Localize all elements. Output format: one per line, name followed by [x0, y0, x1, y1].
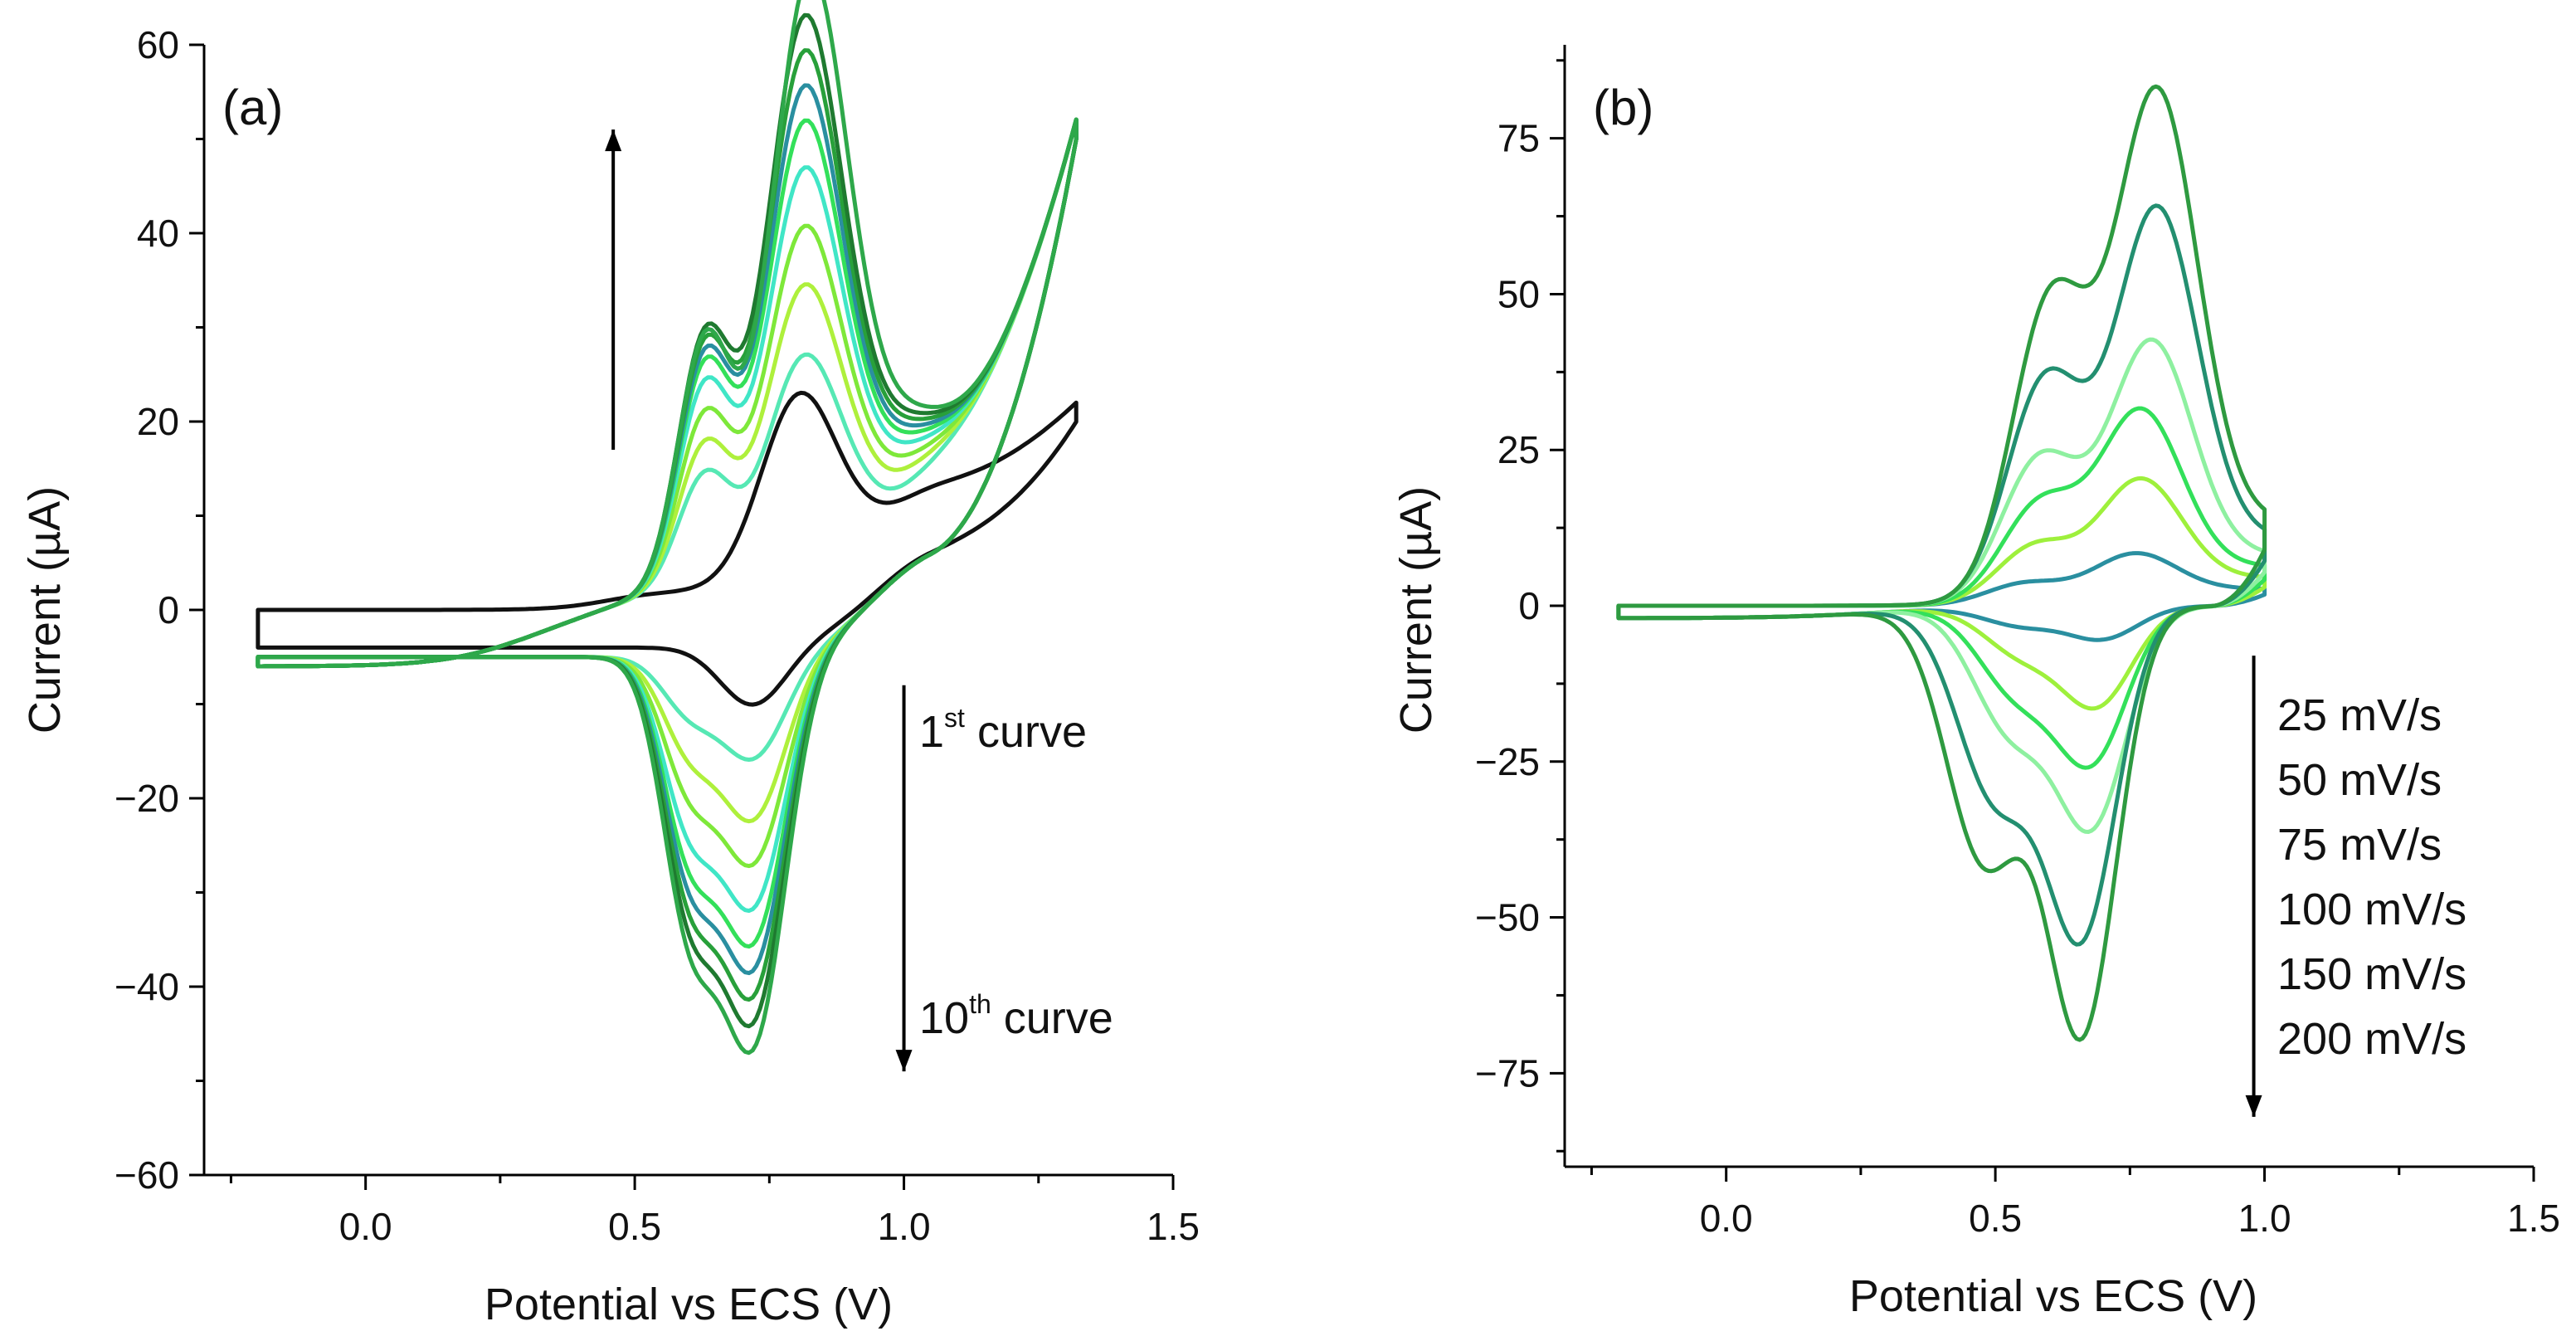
first-curve-annotation-sup: st	[944, 703, 965, 733]
panel-b-y-tick-label: −75	[1475, 1051, 1540, 1095]
legend-label-100: 100 mV/s	[2277, 885, 2466, 934]
panel-a-x-axis-label: Potential vs ECS (V)	[485, 1280, 893, 1329]
panel-b-x-tick-label: 0.0	[1700, 1197, 1753, 1240]
scan-rate-arrow-down	[2245, 656, 2262, 1117]
panel-a-y-tick-label: 40	[137, 212, 179, 255]
panel-a-y-tick-label: −40	[114, 965, 179, 1008]
first-curve-annotation-base: 1	[919, 707, 944, 757]
panel-b-series-3	[1616, 406, 2267, 770]
panel-b-arrows	[2245, 656, 2262, 1117]
panel-b-y-tick-label: −50	[1475, 896, 1540, 939]
panel-a-x-tick-label: 1.0	[878, 1205, 931, 1248]
panel-b-y-tick-label: 75	[1497, 117, 1540, 160]
panel-b-series-4	[1616, 337, 2267, 834]
panel-b-y-tick-label: 50	[1497, 272, 1540, 315]
panel-b-ticks: 0.0 0.5 1.0 1.5 −75 −50 −25 0 25 50 75	[1475, 59, 2560, 1240]
panel-a-arrows	[605, 129, 913, 1072]
growth-arrow-down	[895, 685, 913, 1072]
legend-label-75: 75 mV/s	[2277, 820, 2442, 870]
last-curve-annotation-rest: curve	[991, 993, 1113, 1043]
last-curve-annotation-base: 10	[919, 993, 969, 1043]
last-curve-annotation-sup: th	[969, 989, 991, 1019]
panel-a-chart: 0.0 0.5 1.0 1.5 −60 −40 −20 0 20 40 60 (a) Potenti…	[20, 0, 1200, 1329]
panel-b-series-6	[1616, 84, 2267, 1042]
panel-a-y-tick-label: 20	[137, 400, 179, 443]
last-curve-annotation: 10th curve	[919, 989, 1113, 1043]
panel-a-series-10	[256, 0, 1079, 1056]
first-curve-annotation: 1st curve	[919, 703, 1087, 757]
panel-a-x-tick-label: 0.5	[608, 1205, 661, 1248]
panel-a-x-tick-label: 0.0	[339, 1205, 392, 1248]
panel-a-label: (a)	[222, 80, 283, 135]
panel-a-series-1	[256, 390, 1079, 707]
legend-label-25: 25 mV/s	[2277, 690, 2442, 740]
panel-a-y-tick-label: −20	[114, 777, 179, 820]
legend-label-150: 150 mV/s	[2277, 949, 2466, 999]
panel-a-y-axis-label: Current (µA)	[20, 486, 70, 734]
panel-a-curves	[256, 0, 1079, 1056]
growth-arrow-up	[605, 129, 622, 451]
panel-b-chart: 0.0 0.5 1.0 1.5 −75 −50 −25 0 25 50 75 (b) Potenti…	[1391, 45, 2560, 1321]
panel-a-y-tick-label: −60	[114, 1153, 179, 1197]
panel-b-y-tick-label: 25	[1497, 428, 1540, 471]
panel-b-y-tick-label: 0	[1518, 584, 1540, 627]
panel-a-y-tick-label: 60	[137, 23, 179, 66]
panel-b-x-tick-label: 1.0	[2238, 1197, 2291, 1240]
panel-b-curves	[1616, 84, 2267, 1042]
panel-b-x-axis-label: Potential vs ECS (V)	[1849, 1271, 2257, 1321]
panel-b-x-tick-label: 0.5	[1969, 1197, 2022, 1240]
panel-b-y-tick-label: −25	[1475, 740, 1540, 783]
panel-b-label: (b)	[1593, 80, 1653, 135]
legend-label-50: 50 mV/s	[2277, 755, 2442, 805]
panel-a-x-tick-label: 1.5	[1147, 1205, 1200, 1248]
panel-a-ticks: 0.0 0.5 1.0 1.5 −60 −40 −20 0 20 40 60	[114, 23, 1200, 1248]
panel-b-legend: 25 mV/s 50 mV/s 75 mV/s 100 mV/s 150 mV/…	[2277, 690, 2466, 1064]
panel-b-x-tick-label: 1.5	[2507, 1197, 2560, 1240]
panel-b-y-axis-label: Current (µA)	[1391, 486, 1441, 734]
panel-a-y-tick-label: 0	[158, 588, 179, 631]
legend-label-200: 200 mV/s	[2277, 1014, 2466, 1064]
panel-b-series-5	[1616, 203, 2267, 947]
first-curve-annotation-rest: curve	[965, 707, 1087, 757]
